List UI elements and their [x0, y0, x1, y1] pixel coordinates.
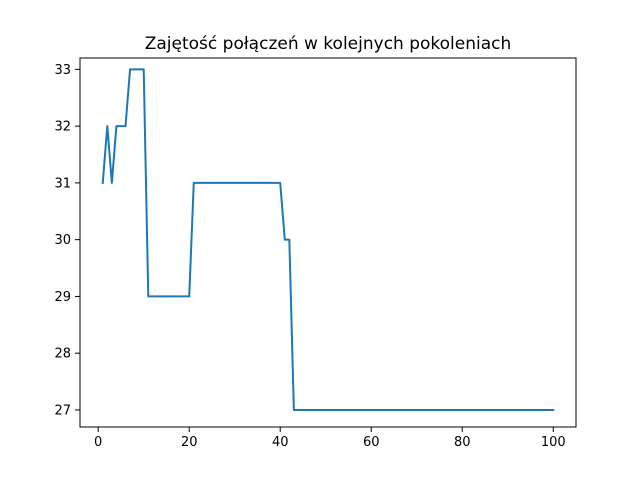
x-tick-label: 0	[94, 435, 102, 450]
series-group	[101, 68, 555, 411]
x-tick-label: 80	[454, 435, 471, 450]
y-tick-label: 29	[54, 290, 71, 305]
y-tick-label: 30	[54, 233, 71, 248]
axes: 0 20 40 60 80 100 27 28 29 30 31 32 33	[54, 63, 565, 450]
y-tick-label: 28	[54, 347, 71, 362]
y-tick-label: 33	[54, 63, 71, 78]
series-line	[101, 68, 555, 411]
y-tick-label: 31	[54, 176, 71, 191]
x-tick-label: 40	[272, 435, 289, 450]
chart-title: Zajętość połączeń w kolejnych pokoleniac…	[145, 34, 512, 54]
y-tick-label: 27	[54, 403, 71, 418]
x-tick-label: 20	[181, 435, 198, 450]
x-tick-label: 60	[363, 435, 380, 450]
x-tick-label: 100	[541, 435, 566, 450]
y-tick-label: 32	[54, 120, 71, 135]
plot-frame	[79, 57, 577, 428]
